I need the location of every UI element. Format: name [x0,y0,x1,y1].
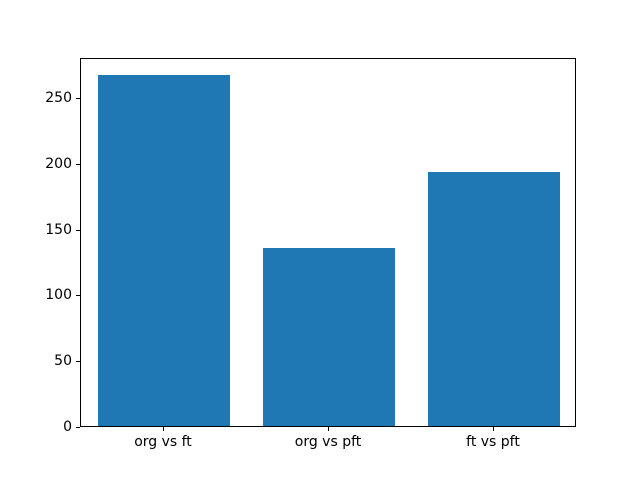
y-tick-mark [76,164,80,165]
x-tick-mark [493,427,494,431]
x-tick-label-org-vs-ft: org vs ft [134,434,192,450]
y-tick-label: 150 [45,222,72,238]
y-tick-mark [76,427,80,428]
y-tick-label: 0 [63,419,72,435]
y-tick-label: 200 [45,156,72,172]
x-tick-mark [328,427,329,431]
x-tick-label-ft-vs-pft: ft vs pft [466,434,520,450]
y-tick-mark [76,98,80,99]
y-tick-label: 50 [54,353,72,369]
y-tick-label: 250 [45,90,72,106]
bar-org-vs-pft [263,248,395,426]
bar-ft-vs-pft [428,172,560,426]
x-tick-label-org-vs-pft: org vs pft [294,434,362,450]
y-tick-mark [76,295,80,296]
y-tick-label: 100 [45,287,72,303]
plot-area [80,58,576,427]
y-tick-mark [76,230,80,231]
bar-org-vs-ft [98,75,230,426]
x-tick-mark [163,427,164,431]
y-tick-mark [76,361,80,362]
